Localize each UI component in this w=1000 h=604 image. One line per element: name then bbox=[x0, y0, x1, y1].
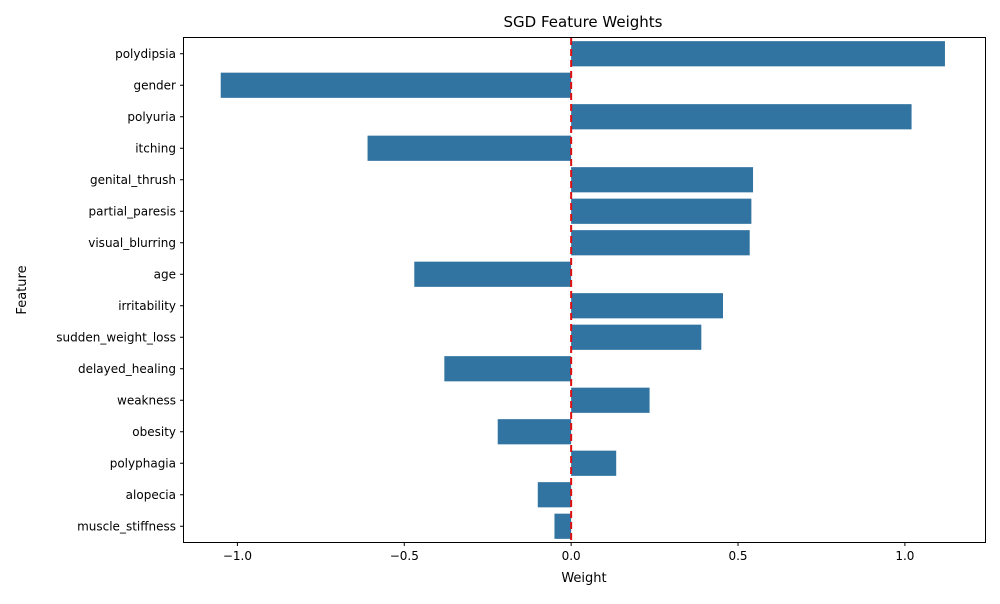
x-tick-label: −0.5 bbox=[390, 549, 419, 563]
y-tick-label: partial_paresis bbox=[89, 204, 177, 218]
y-tick-label: muscle_stiffness bbox=[77, 519, 176, 533]
x-tick-label: −1.0 bbox=[223, 549, 252, 563]
bar-irritability bbox=[571, 293, 724, 319]
bar-partial-paresis bbox=[571, 198, 752, 224]
bar-polyphagia bbox=[571, 450, 617, 476]
y-axis-label: Feature bbox=[15, 265, 30, 314]
y-tick-label: irritability bbox=[118, 299, 176, 313]
y-tick-label: itching bbox=[135, 141, 176, 155]
y-tick-label: polyphagia bbox=[110, 456, 176, 470]
y-tick-label: polydipsia bbox=[115, 47, 176, 61]
bar-visual-blurring bbox=[571, 230, 750, 256]
y-tick-label: genital_thrush bbox=[90, 173, 176, 187]
y-tick-label: visual_blurring bbox=[88, 236, 176, 250]
y-tick-label: age bbox=[154, 267, 176, 281]
bar-muscle-stiffness bbox=[554, 513, 572, 539]
y-tick-label: weakness bbox=[117, 393, 176, 407]
y-tick-label: sudden_weight_loss bbox=[56, 330, 176, 344]
x-axis-ticks: −1.0 −0.5 0.0 0.5 1.0 bbox=[223, 542, 914, 563]
bar-weakness bbox=[571, 387, 650, 413]
bar-age bbox=[414, 261, 572, 287]
y-tick-label: alopecia bbox=[126, 488, 176, 502]
x-tick-label: 0.5 bbox=[728, 549, 747, 563]
x-tick-label: 0.0 bbox=[562, 549, 581, 563]
y-tick-label: gender bbox=[133, 78, 176, 92]
bars-layer bbox=[220, 41, 945, 539]
bar-itching bbox=[367, 135, 572, 161]
bar-delayed-healing bbox=[444, 356, 572, 382]
y-tick-label: obesity bbox=[132, 425, 176, 439]
bar-alopecia bbox=[537, 482, 572, 508]
bar-gender bbox=[220, 72, 572, 98]
bar-obesity bbox=[497, 419, 572, 445]
x-tick-label: 1.0 bbox=[895, 549, 914, 563]
bar-polydipsia bbox=[571, 41, 945, 67]
bar-sudden-weight-loss bbox=[571, 324, 702, 350]
y-tick-label: polyuria bbox=[127, 110, 176, 124]
x-axis-label: Weight bbox=[561, 571, 606, 586]
bar-polyuria bbox=[571, 104, 912, 130]
y-axis-ticks: polydipsia gender polyuria itching genital_t… bbox=[56, 47, 184, 533]
bar-genital-thrush bbox=[571, 167, 754, 193]
chart-title: SGD Feature Weights bbox=[504, 13, 663, 31]
plot-frame bbox=[183, 37, 986, 543]
y-tick-label: delayed_healing bbox=[78, 362, 176, 376]
